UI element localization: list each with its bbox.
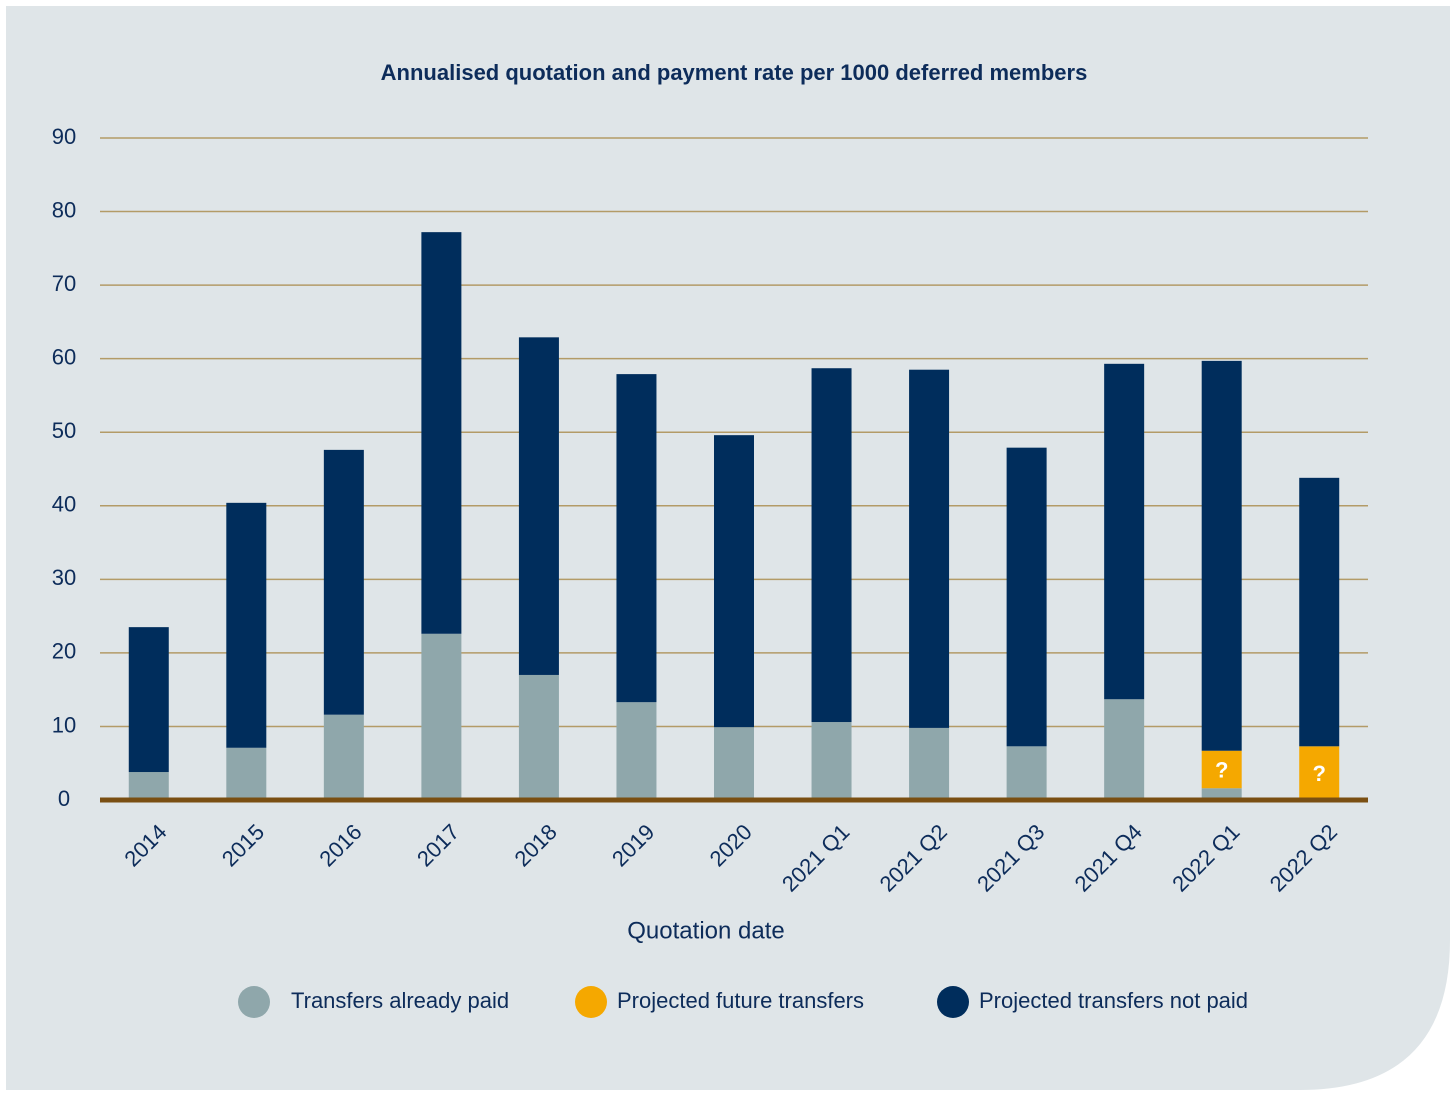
- bar-segment: [1006, 746, 1047, 800]
- bar-segment: [1104, 699, 1145, 800]
- legend-label: Projected future transfers: [617, 988, 864, 1013]
- bar-segment: [616, 702, 657, 800]
- bar-segment: [714, 435, 754, 728]
- bar-segment: [1201, 788, 1242, 800]
- x-axis-label: Quotation date: [627, 917, 784, 944]
- future-marker: ?: [1215, 757, 1228, 782]
- legend-swatch: [238, 986, 270, 1018]
- legend-swatch: [937, 986, 969, 1018]
- y-tick-label: 40: [52, 492, 76, 517]
- bar-segment: [811, 722, 852, 800]
- legend-swatch: [575, 986, 607, 1018]
- y-tick-label: 90: [52, 124, 76, 149]
- bar-segment: [518, 674, 559, 800]
- y-tick-label: 50: [52, 418, 76, 443]
- bar-segment: [1006, 447, 1047, 747]
- bar-segment: [518, 337, 559, 675]
- bar-segment: [421, 633, 462, 800]
- bar-segment: [1201, 360, 1242, 751]
- bar-segment: [1104, 363, 1145, 700]
- bar-segment: [1299, 746, 1340, 800]
- bar-segment: [1201, 750, 1242, 789]
- bar-segment: [226, 747, 267, 800]
- bar-segment: [226, 502, 267, 748]
- legend-label: Transfers already paid: [291, 988, 509, 1013]
- bar-segment: [616, 374, 657, 703]
- y-tick-label: 20: [52, 639, 76, 664]
- bar-segment: [421, 232, 462, 634]
- chart-title: Annualised quotation and payment rate pe…: [381, 60, 1088, 85]
- bar-segment: [811, 368, 852, 723]
- legend-label: Projected transfers not paid: [979, 988, 1248, 1013]
- y-tick-label: 60: [52, 344, 76, 369]
- bar-segment: [128, 627, 169, 773]
- bar-segment: [714, 727, 754, 800]
- bar-segment: [909, 727, 950, 800]
- y-tick-label: 70: [52, 271, 76, 296]
- y-tick-label: 0: [58, 786, 70, 811]
- future-marker: ?: [1313, 761, 1326, 786]
- bar-segment: [323, 714, 364, 800]
- bar-segment: [323, 449, 364, 715]
- y-tick-label: 10: [52, 712, 76, 737]
- bar-segment: [909, 369, 950, 728]
- y-tick-label: 80: [52, 197, 76, 222]
- y-tick-label: 30: [52, 565, 76, 590]
- bar-segment: [128, 772, 169, 800]
- bar-segment: [1299, 477, 1340, 747]
